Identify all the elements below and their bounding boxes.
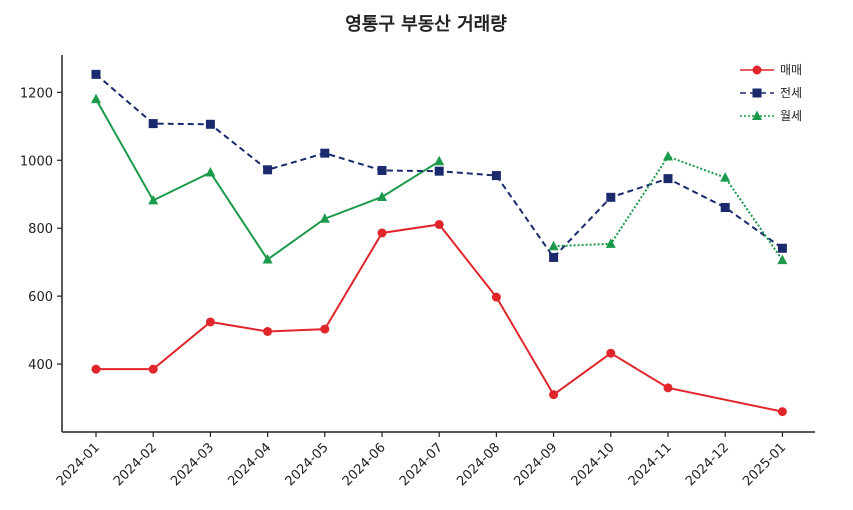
series-point-wolse [91, 93, 101, 104]
x-tick-label: 2024-02 [111, 440, 160, 489]
series-point-wolse [663, 151, 673, 161]
series-point-wolse [262, 253, 273, 264]
series-point-jeonse [549, 252, 559, 262]
y-tick-label: 800 [28, 222, 53, 237]
series-line-maemae [96, 223, 783, 413]
series-point-wolse [548, 240, 559, 251]
series-point-maemae [148, 364, 158, 374]
series-point-maemae [606, 348, 616, 358]
series-point-jeonse [148, 119, 158, 129]
x-tick-label: 2024-12 [683, 440, 732, 489]
y-tick-label: 600 [28, 290, 53, 305]
x-tick-label: 2024-04 [225, 440, 274, 489]
series-point-jeonse [377, 165, 387, 175]
series-point-wolse [319, 213, 330, 223]
series-point-maemae [320, 324, 330, 334]
series-point-maemae [263, 326, 273, 336]
legend-label-jeonse: 전세 [780, 86, 802, 100]
series-point-jeonse [434, 166, 444, 176]
y-tick-label: 400 [28, 358, 53, 373]
series-point-wolse [777, 254, 788, 265]
series-point-maemae [377, 228, 387, 238]
series-point-wolse [148, 194, 159, 205]
series-point-jeonse [320, 148, 330, 158]
series-layer [91, 69, 788, 417]
x-tick-label: 2025-01 [740, 440, 789, 489]
legend-label-maemae: 매매 [780, 63, 802, 77]
series-point-wolse [434, 155, 445, 166]
chart-title: 영통구 부동산 거래량 [345, 14, 507, 35]
x-tick-label: 2024-08 [454, 440, 503, 489]
series-point-wolse [377, 191, 387, 201]
x-tick-label: 2024-11 [626, 440, 675, 489]
series-point-jeonse [205, 119, 215, 129]
series-point-maemae [205, 317, 215, 327]
series-line-jeonse [95, 73, 783, 260]
x-tick-label: 2024-07 [397, 440, 446, 489]
series-line-wolse [553, 155, 784, 261]
series-point-maemae [549, 390, 559, 400]
series-point-jeonse [777, 243, 787, 253]
x-tick-label: 2024-09 [511, 440, 560, 489]
series-point-maemae [777, 407, 787, 417]
x-tick-label: 2024-01 [54, 440, 103, 489]
series-point-maemae [491, 292, 501, 302]
series-point-jeonse [606, 192, 616, 202]
series-point-wolse [605, 238, 616, 248]
x-tick-label: 2024-05 [283, 440, 332, 489]
series-point-jeonse [663, 174, 673, 184]
series-point-jeonse [263, 165, 273, 175]
series-point-maemae [434, 219, 444, 229]
legend-marker-jeonse [752, 88, 762, 98]
y-tick-label: 1000 [20, 154, 53, 169]
series-point-jeonse [91, 69, 101, 79]
series-point-maemae [91, 364, 101, 374]
series-point-wolse [720, 172, 731, 182]
series-point-wolse [205, 167, 216, 177]
series-point-jeonse [491, 171, 501, 181]
legend-label-wolse: 월세 [780, 109, 802, 123]
y-tick-label: 1200 [20, 86, 53, 101]
series-point-jeonse [720, 202, 730, 212]
legend-marker-wolse [752, 110, 762, 120]
x-tick-label: 2024-03 [168, 440, 217, 489]
series-point-maemae [663, 383, 673, 393]
x-tick-label: 2024-10 [569, 440, 618, 489]
x-tick-label: 2024-06 [340, 440, 389, 489]
series-line-wolse-solid [95, 98, 440, 261]
legend-marker-maemae [752, 65, 762, 75]
